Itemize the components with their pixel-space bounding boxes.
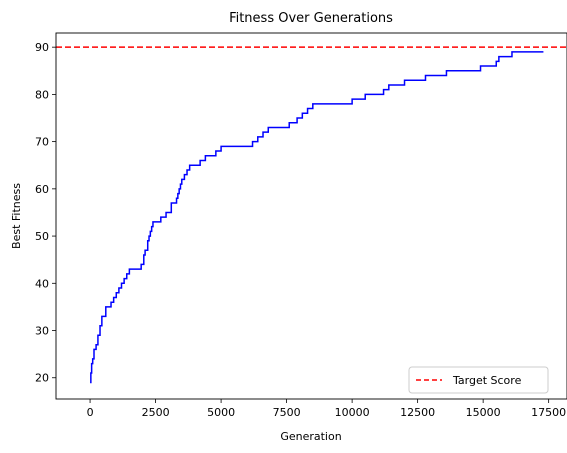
fitness-line [90, 51, 544, 384]
y-tick-label: 90 [35, 41, 49, 54]
y-tick-label: 40 [35, 277, 49, 290]
y-axis-label: Best Fitness [10, 183, 23, 249]
legend-box [408, 366, 549, 394]
y-tick-label: 60 [35, 183, 49, 196]
x-tick-label: 10000 [335, 406, 370, 419]
y-tick-label: 70 [35, 136, 49, 149]
x-tick-label: 7500 [273, 406, 301, 419]
x-tick-label: 12500 [400, 406, 435, 419]
plot-frame [55, 32, 567, 400]
y-tick-label: 30 [35, 325, 49, 338]
x-tick-label: 5000 [207, 406, 235, 419]
chart-title: Fitness Over Generations [229, 11, 393, 26]
x-tick-label: 15000 [466, 406, 501, 419]
plot-area [56, 46, 567, 384]
y-tick-label: 80 [35, 88, 49, 101]
x-axis-label: Generation [280, 430, 341, 443]
y-tick-label: 50 [35, 230, 49, 243]
legend-target-score-label: Target Score [452, 374, 522, 387]
x-tick-label: 17500 [531, 406, 566, 419]
axis-ticks: 0 2500 5000 7500 10000 12500 15000 17500 20 30 40 5… [35, 41, 566, 419]
x-tick-label: 0 [87, 406, 94, 419]
x-tick-label: 2500 [142, 406, 170, 419]
y-tick-label: 20 [35, 372, 49, 385]
legend: Target Score [408, 366, 549, 394]
